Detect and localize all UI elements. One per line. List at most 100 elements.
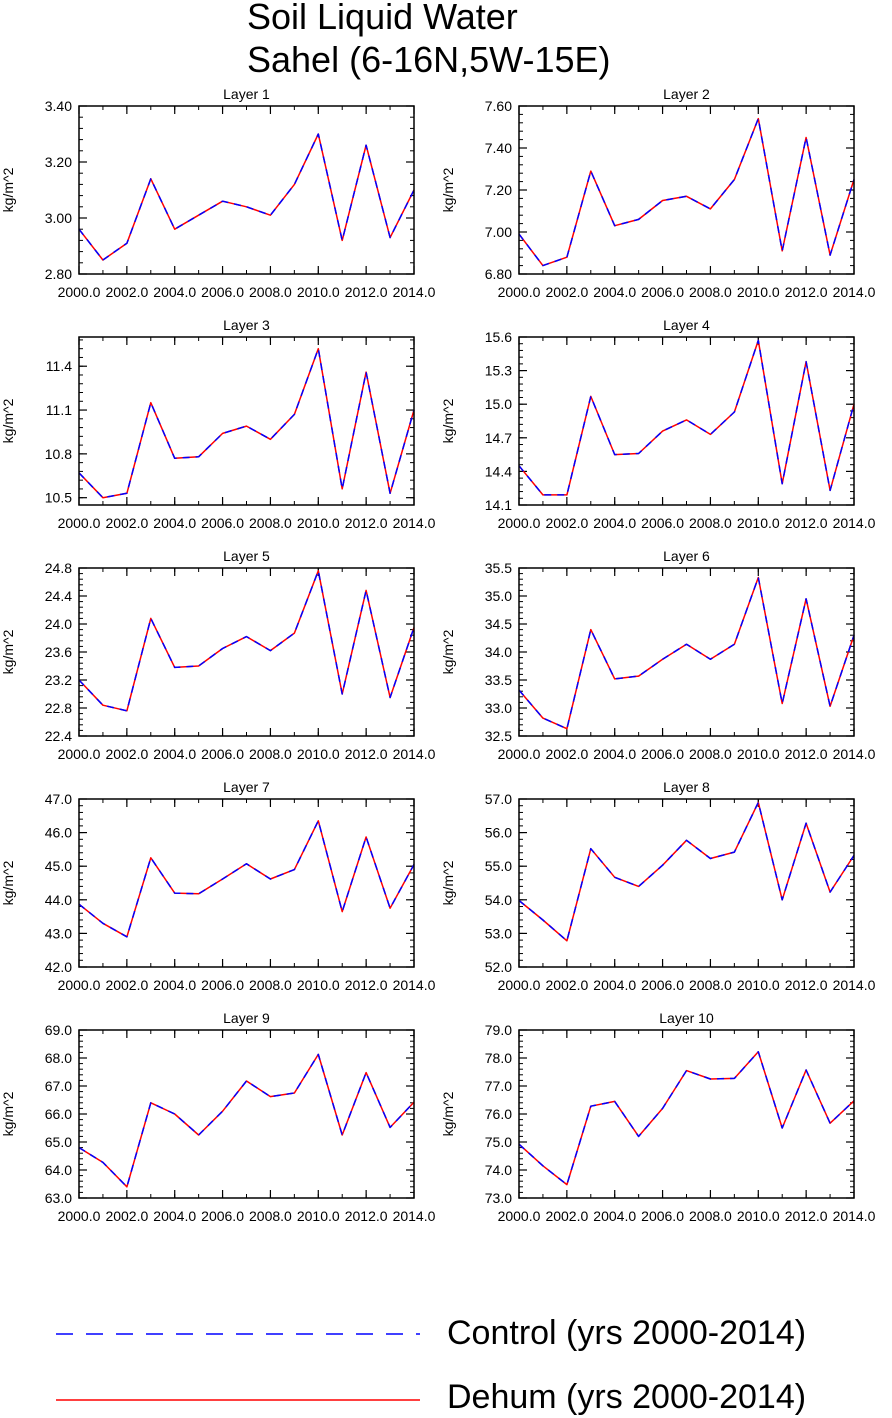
plot-frame bbox=[518, 336, 855, 506]
y-tick-label: 52.0 bbox=[485, 959, 512, 975]
y-tick-label: 10.5 bbox=[45, 490, 72, 506]
x-tick-label: 2004.0 bbox=[593, 515, 636, 531]
panel-layer-3: Layer 3 kg/m^2 10.5 10.8 11.1 11.4 2000.0 2002.… bbox=[0, 317, 436, 531]
x-tick-label: 2000.0 bbox=[58, 1208, 101, 1224]
plot-frame bbox=[518, 105, 855, 275]
series-line-control bbox=[78, 347, 415, 499]
series-line-dehum bbox=[78, 133, 415, 261]
x-tick-label: 2004.0 bbox=[593, 977, 636, 993]
y-tick-label: 11.4 bbox=[46, 358, 72, 374]
series-line-dehum bbox=[78, 570, 415, 712]
y-tick-label: 15.3 bbox=[485, 363, 512, 379]
x-tick-label: 2004.0 bbox=[153, 977, 196, 993]
y-tick-label: 14.1 bbox=[485, 497, 512, 513]
y-tick-label: 77.0 bbox=[485, 1078, 512, 1094]
y-tick-label: 24.0 bbox=[45, 616, 72, 632]
y-tick-label: 3.00 bbox=[45, 210, 72, 226]
x-tick-label: 2010.0 bbox=[297, 977, 340, 993]
y-tick-label: 15.6 bbox=[485, 329, 512, 345]
x-tick-label: 2008.0 bbox=[689, 515, 732, 531]
y-axis-label: kg/m^2 bbox=[440, 860, 456, 905]
y-tick-label: 78.0 bbox=[485, 1050, 512, 1066]
y-axis-label: kg/m^2 bbox=[0, 1091, 16, 1136]
x-tick-label: 2014.0 bbox=[833, 746, 876, 762]
y-axis-label: kg/m^2 bbox=[440, 398, 456, 443]
x-tick-label: 2010.0 bbox=[297, 746, 340, 762]
series-line-dehum bbox=[518, 576, 855, 730]
panel-title: Layer 6 bbox=[663, 548, 710, 564]
panel-layer-6: Layer 6 kg/m^2 32.5 33.0 33.5 34.0 34.5 35.0 35.… bbox=[440, 548, 876, 762]
y-tick-label: 10.8 bbox=[45, 446, 72, 462]
x-tick-label: 2008.0 bbox=[689, 977, 732, 993]
x-tick-label: 2000.0 bbox=[498, 284, 541, 300]
x-tick-label: 2012.0 bbox=[345, 977, 388, 993]
panel-title: Layer 2 bbox=[663, 86, 710, 102]
y-tick-label: 23.6 bbox=[45, 644, 72, 660]
series-line-dehum bbox=[518, 339, 855, 496]
x-tick-label: 2002.0 bbox=[105, 746, 148, 762]
chart-subtitle: Sahel (6-16N,5W-15E) bbox=[247, 39, 611, 80]
y-tick-label: 23.2 bbox=[45, 672, 72, 688]
plot-frame bbox=[518, 798, 855, 968]
x-tick-label: 2014.0 bbox=[393, 977, 436, 993]
x-tick-label: 2004.0 bbox=[153, 515, 196, 531]
series-line-dehum bbox=[518, 117, 855, 267]
series-line-control bbox=[518, 1051, 855, 1186]
x-tick-label: 2012.0 bbox=[345, 515, 388, 531]
x-tick-label: 2006.0 bbox=[201, 515, 244, 531]
x-tick-label: 2002.0 bbox=[105, 515, 148, 531]
x-tick-label: 2014.0 bbox=[833, 1208, 876, 1224]
plot-frame bbox=[78, 336, 415, 506]
y-tick-label: 22.4 bbox=[45, 728, 72, 744]
y-tick-label: 14.4 bbox=[485, 463, 512, 479]
x-tick-label: 2010.0 bbox=[297, 284, 340, 300]
x-tick-label: 2006.0 bbox=[201, 977, 244, 993]
x-tick-label: 2014.0 bbox=[833, 284, 876, 300]
x-tick-label: 2014.0 bbox=[833, 515, 876, 531]
series-line-control bbox=[518, 576, 855, 730]
x-tick-label: 2008.0 bbox=[249, 746, 292, 762]
y-tick-label: 45.0 bbox=[45, 858, 72, 874]
y-tick-label: 35.5 bbox=[485, 560, 512, 576]
y-tick-label: 76.0 bbox=[485, 1106, 512, 1122]
y-tick-label: 53.0 bbox=[485, 925, 512, 941]
y-tick-label: 34.0 bbox=[485, 644, 512, 660]
y-axis-label: kg/m^2 bbox=[0, 398, 16, 443]
y-tick-label: 15.0 bbox=[485, 396, 512, 412]
x-tick-label: 2000.0 bbox=[498, 977, 541, 993]
x-tick-label: 2002.0 bbox=[545, 284, 588, 300]
panel-title: Layer 8 bbox=[663, 779, 710, 795]
x-tick-label: 2012.0 bbox=[785, 977, 828, 993]
x-tick-label: 2008.0 bbox=[249, 977, 292, 993]
panel-layer-5: Layer 5 kg/m^2 22.4 22.8 23.2 23.6 24.0 24.4 24.… bbox=[0, 548, 436, 762]
y-tick-label: 66.0 bbox=[45, 1106, 72, 1122]
panel-title: Layer 10 bbox=[659, 1010, 714, 1026]
y-tick-label: 73.0 bbox=[485, 1190, 512, 1206]
x-tick-label: 2010.0 bbox=[737, 284, 780, 300]
x-tick-label: 2000.0 bbox=[498, 515, 541, 531]
panel-title: Layer 5 bbox=[223, 548, 270, 564]
x-tick-label: 2010.0 bbox=[297, 1208, 340, 1224]
y-tick-label: 33.5 bbox=[485, 672, 512, 688]
y-axis-label: kg/m^2 bbox=[0, 167, 16, 212]
y-axis-label: kg/m^2 bbox=[440, 167, 456, 212]
y-tick-label: 7.60 bbox=[485, 98, 512, 114]
y-tick-label: 11.1 bbox=[46, 402, 72, 418]
y-tick-label: 65.0 bbox=[45, 1134, 72, 1150]
x-tick-label: 2004.0 bbox=[593, 284, 636, 300]
y-tick-label: 14.7 bbox=[485, 430, 512, 446]
x-tick-label: 2006.0 bbox=[641, 977, 684, 993]
plot-frame bbox=[518, 567, 855, 737]
x-tick-label: 2000.0 bbox=[498, 1208, 541, 1224]
series-line-control bbox=[78, 1053, 415, 1188]
x-tick-label: 2012.0 bbox=[785, 1208, 828, 1224]
x-tick-label: 2004.0 bbox=[153, 284, 196, 300]
x-tick-label: 2006.0 bbox=[201, 1208, 244, 1224]
series-line-control bbox=[518, 117, 855, 267]
y-tick-label: 42.0 bbox=[45, 959, 72, 975]
x-tick-label: 2000.0 bbox=[58, 746, 101, 762]
x-tick-label: 2008.0 bbox=[689, 746, 732, 762]
x-tick-label: 2010.0 bbox=[737, 1208, 780, 1224]
x-tick-label: 2014.0 bbox=[393, 746, 436, 762]
